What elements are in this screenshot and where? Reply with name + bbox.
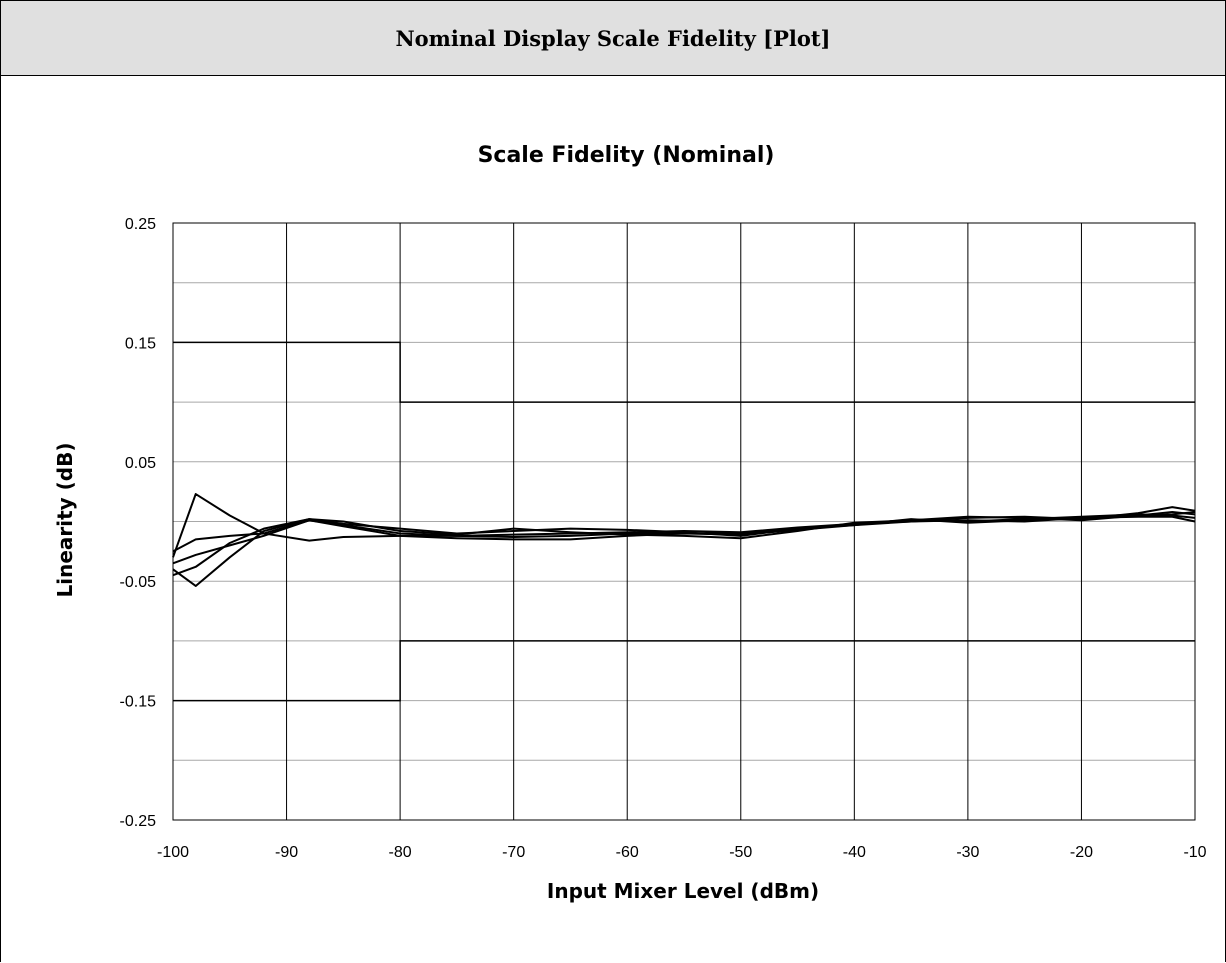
y-tick-label: -0.05 [120,574,157,591]
y-tick-label: 0.05 [125,455,156,472]
limit-line [173,640,1195,702]
y-tick-label: 0.25 [125,216,156,233]
x-tick-label: -70 [502,844,525,861]
x-tick-label: -60 [616,844,639,861]
plot-area [172,222,1196,821]
x-tick-label: -30 [956,844,979,861]
x-tick-label: -90 [275,844,298,861]
y-tick-label: 0.15 [125,335,156,352]
x-tick-label: -80 [389,844,412,861]
chart-title: Scale Fidelity (Nominal) [478,143,775,168]
x-tick-label: -100 [157,844,189,861]
series-line [172,510,1196,577]
x-tick-label: -50 [729,844,752,861]
limit-line [173,341,1195,403]
limit-lines [173,341,1195,702]
series-line [172,493,1196,558]
x-tick-label: -40 [843,844,866,861]
y-tick-label: -0.25 [120,813,157,830]
y-tick-label: -0.15 [120,694,157,711]
series-lines [172,493,1196,587]
panel-header: Nominal Display Scale Fidelity [Plot] [1,1,1225,76]
x-axis-label: Input Mixer Level (dBm) [547,879,819,903]
series-line [172,515,1196,565]
tick-labels: -100 -90 -80 -70 -60 -50 -40 -30 -20 -10 -0.25 -0.1… [120,216,1207,861]
x-tick-label: -10 [1183,844,1206,861]
x-tick-label: -20 [1070,844,1093,861]
series-line [172,513,1196,553]
y-axis-label: Linearity (dB) [53,442,77,597]
